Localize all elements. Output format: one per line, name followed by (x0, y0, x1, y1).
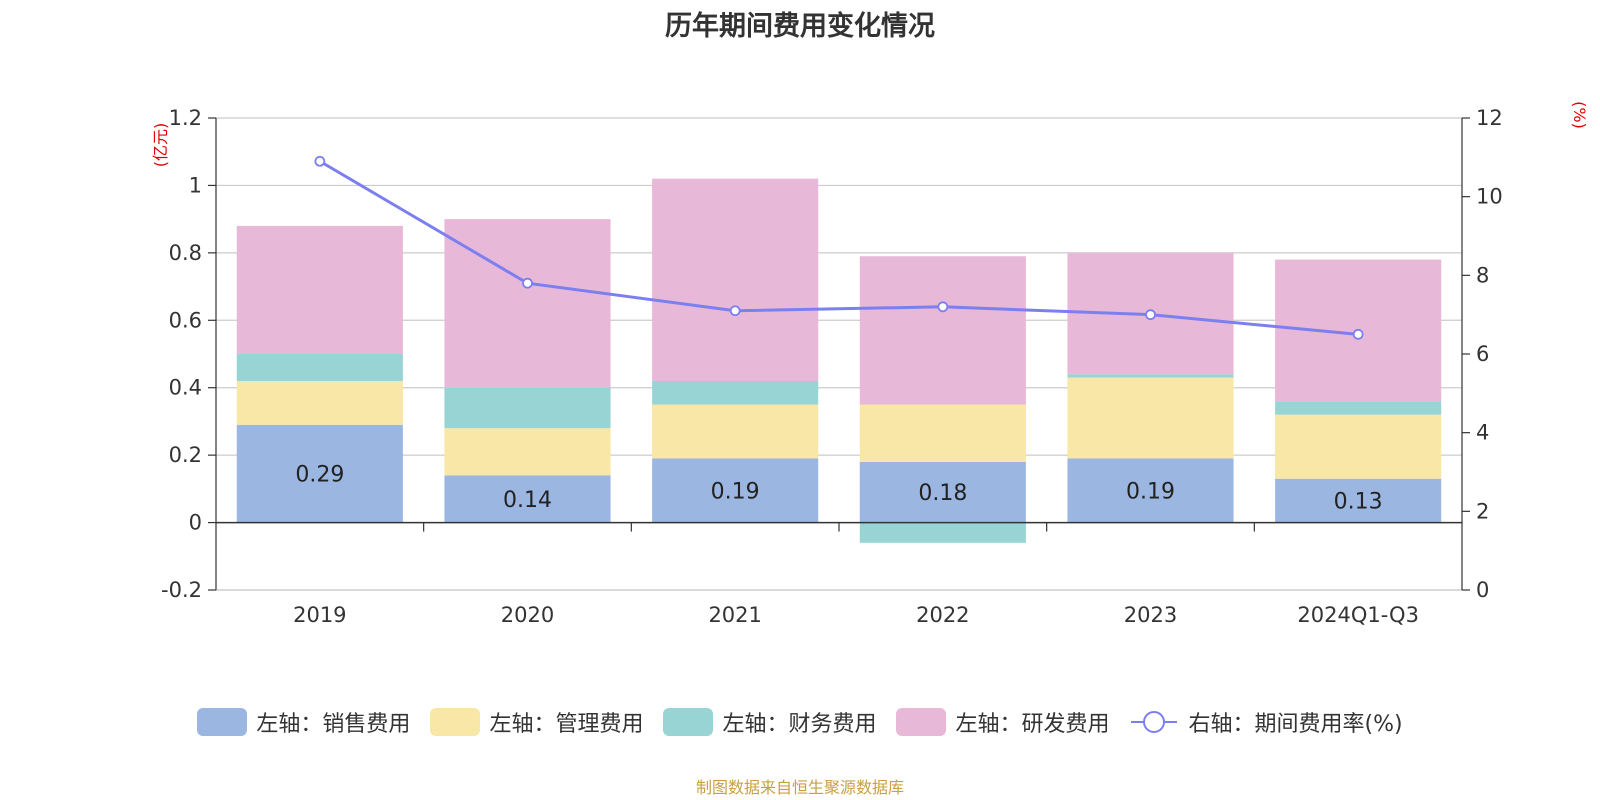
bar-segment-2-4 (1067, 374, 1233, 377)
legend-label-admin: 左轴：管理费用 (489, 706, 643, 738)
rate-point (315, 157, 324, 166)
bars (237, 179, 1441, 543)
left-tick-label: -0.2 (161, 578, 202, 602)
source-note: 制图数据来自恒生聚源数据库 (0, 774, 1600, 798)
right-tick-label: 8 (1476, 263, 1489, 287)
x-tick-label: 2020 (501, 603, 554, 627)
bar-segment-1-2 (652, 405, 818, 459)
rate-point (938, 302, 947, 311)
legend-label-rate: 右轴：期间费用率(%) (1188, 706, 1402, 738)
bar-segment-1-1 (444, 428, 610, 475)
rate-point (731, 306, 740, 315)
legend-item-rd[interactable]: 左轴：研发费用 (896, 706, 1109, 738)
legend-swatch-sales (197, 708, 247, 736)
left-tick-label: 1.2 (169, 106, 202, 130)
x-tick-label: 2019 (293, 603, 346, 627)
legend-swatch-rd (896, 708, 946, 736)
legend-swatch-finance (663, 708, 713, 736)
left-tick-label: 0.8 (169, 241, 202, 265)
bar-segment-2-1 (444, 388, 610, 428)
bar-segment-1-0 (237, 381, 403, 425)
bar-segment-3-2 (652, 179, 818, 381)
bar-segment-3-3 (860, 256, 1026, 404)
legend-swatch-admin (430, 708, 480, 736)
data-label: 0.14 (503, 488, 552, 513)
legend-item-sales[interactable]: 左轴：销售费用 (197, 706, 410, 738)
right-tick-label: 4 (1476, 421, 1489, 445)
left-tick-label: 0.6 (169, 308, 202, 332)
left-tick-label: 0 (189, 511, 202, 535)
left-tick-label: 1 (189, 173, 202, 197)
data-label: 0.19 (1126, 480, 1175, 505)
legend-label-finance: 左轴：财务费用 (722, 706, 876, 738)
legend-label-rd: 左轴：研发费用 (955, 706, 1109, 738)
bar-segment-3-1 (444, 219, 610, 388)
legend-line-icon (1129, 708, 1179, 736)
bar-segment-1-5 (1275, 415, 1441, 479)
rate-point (1146, 310, 1155, 319)
bar-segment-1-4 (1067, 378, 1233, 459)
bar-segment-1-3 (860, 405, 1026, 462)
rate-point (1354, 330, 1363, 339)
legend-item-admin[interactable]: 左轴：管理费用 (430, 706, 643, 738)
legend-label-sales: 左轴：销售费用 (256, 706, 410, 738)
legend-item-rate[interactable]: 右轴：期间费用率(%) (1129, 706, 1402, 738)
x-tick-label: 2021 (708, 603, 761, 627)
legend: 左轴：销售费用 左轴：管理费用 左轴：财务费用 左轴：研发费用 右轴：期间费用率… (0, 706, 1600, 738)
data-label: 0.19 (711, 480, 760, 505)
bar-segment-2-3 (860, 523, 1026, 543)
right-axis-unit: (%) (1570, 101, 1589, 129)
data-label: 0.29 (295, 463, 344, 488)
right-tick-label: 2 (1476, 499, 1489, 523)
rate-point (523, 279, 532, 288)
left-axis-unit: (亿元) (151, 123, 170, 168)
legend-item-finance[interactable]: 左轴：财务费用 (663, 706, 876, 738)
left-tick-label: 0.4 (169, 376, 202, 400)
right-tick-label: 0 (1476, 578, 1489, 602)
data-label: 0.18 (918, 481, 967, 506)
bar-segment-2-5 (1275, 401, 1441, 414)
left-tick-label: 0.2 (169, 443, 202, 467)
bar-segment-2-2 (652, 381, 818, 405)
data-label: 0.13 (1334, 490, 1383, 515)
bar-segment-3-0 (237, 226, 403, 354)
x-tick-label: 2022 (916, 603, 969, 627)
chart-plot: -0.2 0 0.2 0.4 0.6 0.8 1 1.2 0 2 4 6 8 10 12 2019 2020 20… (0, 0, 1600, 700)
right-tick-label: 12 (1476, 106, 1503, 130)
x-tick-label: 2024Q1-Q3 (1297, 603, 1419, 627)
right-tick-label: 6 (1476, 342, 1489, 366)
right-tick-label: 10 (1476, 185, 1503, 209)
bar-segment-2-0 (237, 354, 403, 381)
x-tick-label: 2023 (1124, 603, 1177, 627)
